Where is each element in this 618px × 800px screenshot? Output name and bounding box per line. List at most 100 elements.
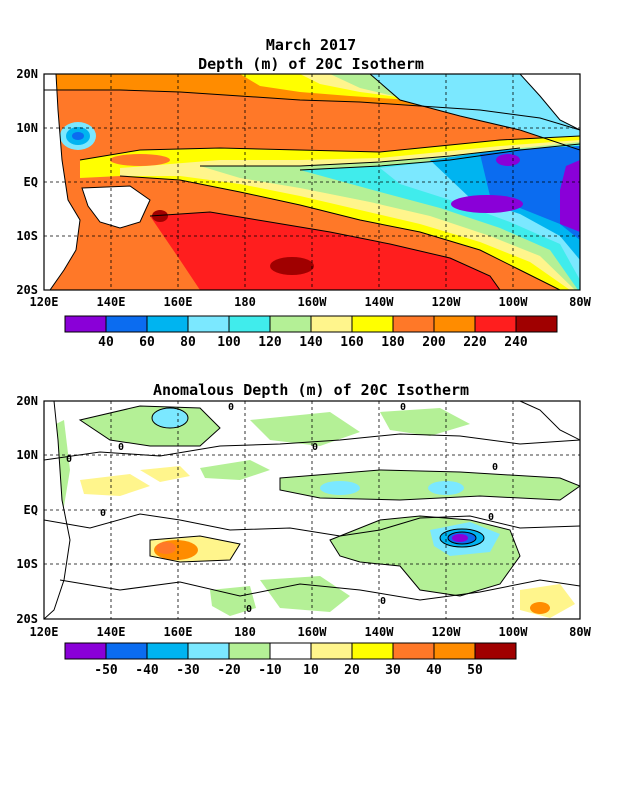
x-tick: 80W — [569, 625, 591, 639]
colorbar-1-labels: 40 60 80 100 120 140 160 180 200 220 240 — [98, 335, 528, 350]
colorbar-label: 80 — [180, 335, 196, 350]
colorbar-label: 40 — [98, 335, 114, 350]
colorbar-swatch — [351, 642, 394, 660]
contour-label: 0 — [492, 462, 498, 473]
colorbar-label: 40 — [426, 663, 442, 678]
x-tick: 80W — [569, 295, 591, 309]
x-tick: 120W — [432, 625, 462, 639]
colorbar-swatch — [187, 315, 230, 333]
x-tick: 120E — [30, 295, 59, 309]
colorbar-swatch — [187, 642, 230, 660]
colorbar-swatch — [146, 315, 189, 333]
colorbar-label: 120 — [258, 335, 282, 350]
y-tick: 10N — [16, 121, 38, 135]
x-tick: 140W — [365, 295, 395, 309]
colorbar-swatch — [392, 315, 435, 333]
colorbar-swatch — [474, 315, 517, 333]
colorbar-label: 100 — [217, 335, 241, 350]
colorbar-1-swatches — [64, 315, 558, 333]
contour-label: 0 — [400, 402, 406, 413]
y-tick: EQ — [24, 175, 38, 189]
colorbar-swatch — [146, 642, 189, 660]
y-tick: 10N — [16, 448, 38, 462]
colorbar-swatch — [310, 642, 353, 660]
panel2-y-ticks: 20N 10N EQ 10S 20S — [16, 394, 38, 626]
x-tick: 160E — [164, 295, 193, 309]
colorbar-label: 240 — [504, 335, 528, 350]
panel1-subtitle: Depth (m) of 20C Isotherm — [198, 55, 424, 73]
contour-label: 0 — [312, 442, 318, 453]
colorbar-label: 200 — [422, 335, 446, 350]
colorbar-swatch — [433, 315, 476, 333]
y-tick: 10S — [16, 557, 38, 571]
contour-label: 0 — [66, 454, 72, 465]
x-tick: 120E — [30, 625, 59, 639]
colorbar-2: -50 -40 -30 -20 -10 10 20 30 40 50 — [64, 642, 517, 678]
x-tick: 180 — [234, 625, 256, 639]
panel1-y-ticks: 20N 10N EQ 10S 20S — [16, 67, 38, 297]
colorbar-swatch — [228, 642, 271, 660]
colorbar-swatch — [433, 642, 476, 660]
colorbar-swatch — [269, 315, 312, 333]
y-tick: EQ — [24, 503, 38, 517]
contour-label: 0 — [100, 508, 106, 519]
colorbar-2-labels: -50 -40 -30 -20 -10 10 20 30 40 50 — [94, 663, 483, 678]
panel1-grid — [44, 74, 580, 290]
colorbar-label: -20 — [217, 663, 241, 678]
x-tick: 180 — [234, 295, 256, 309]
colorbar-swatch — [105, 642, 148, 660]
y-tick: 10S — [16, 229, 38, 243]
colorbar-swatch — [64, 642, 107, 660]
colorbar-swatch — [392, 642, 435, 660]
x-tick: 140E — [97, 295, 126, 309]
colorbar-1: 40 60 80 100 120 140 160 180 200 220 240 — [64, 315, 558, 350]
y-tick: 20S — [16, 283, 38, 297]
x-tick: 160E — [164, 625, 193, 639]
y-tick: 20S — [16, 612, 38, 626]
colorbar-label: 30 — [385, 663, 401, 678]
contour-label: 0 — [228, 402, 234, 413]
colorbar-label: 50 — [467, 663, 483, 678]
colorbar-label: 10 — [303, 663, 319, 678]
colorbar-label: 20 — [344, 663, 360, 678]
colorbar-label: 160 — [340, 335, 364, 350]
colorbar-label: -40 — [135, 663, 159, 678]
depth-map — [44, 74, 580, 290]
colorbar-swatch — [64, 315, 107, 333]
colorbar-label: 220 — [463, 335, 487, 350]
colorbar-swatch — [228, 315, 271, 333]
colorbar-label: 180 — [381, 335, 405, 350]
contour-zero-labels: 0 0 0 0 0 0 0 0 0 0 — [66, 402, 498, 615]
colorbar-label: 60 — [139, 335, 155, 350]
colorbar-swatch — [474, 642, 517, 660]
panel2-title: Anomalous Depth (m) of 20C Isotherm — [153, 381, 469, 399]
contour-label: 0 — [118, 442, 124, 453]
colorbar-label: 140 — [299, 335, 323, 350]
colorbar-swatch — [515, 315, 558, 333]
x-tick: 140W — [365, 625, 395, 639]
colorbar-swatch — [105, 315, 148, 333]
colorbar-label: -30 — [176, 663, 200, 678]
colorbar-swatch — [351, 315, 394, 333]
panel-depth: March 2017 Depth (m) of 20C Isotherm — [16, 36, 591, 350]
panel1-x-ticks: 120E 140E 160E 180 160W 140W 120W 100W 8… — [30, 295, 592, 309]
y-tick: 20N — [16, 67, 38, 81]
x-tick: 100W — [499, 625, 529, 639]
x-tick: 160W — [298, 625, 328, 639]
panel2-grid — [44, 401, 580, 619]
contour-label: 0 — [488, 512, 494, 523]
colorbar-label: -10 — [258, 663, 282, 678]
x-tick: 120W — [432, 295, 462, 309]
colorbar-label: -50 — [94, 663, 118, 678]
x-tick: 100W — [499, 295, 529, 309]
panel-anomaly: Anomalous Depth (m) of 20C Isotherm — [16, 381, 591, 678]
y-tick: 20N — [16, 394, 38, 408]
colorbar-swatch — [310, 315, 353, 333]
x-tick: 140E — [97, 625, 126, 639]
x-tick: 160W — [298, 295, 328, 309]
contour-label: 0 — [380, 596, 386, 607]
colorbar-2-swatches — [64, 642, 517, 660]
panel2-x-ticks: 120E 140E 160E 180 160W 140W 120W 100W 8… — [30, 625, 592, 639]
contour-label: 0 — [246, 604, 252, 615]
